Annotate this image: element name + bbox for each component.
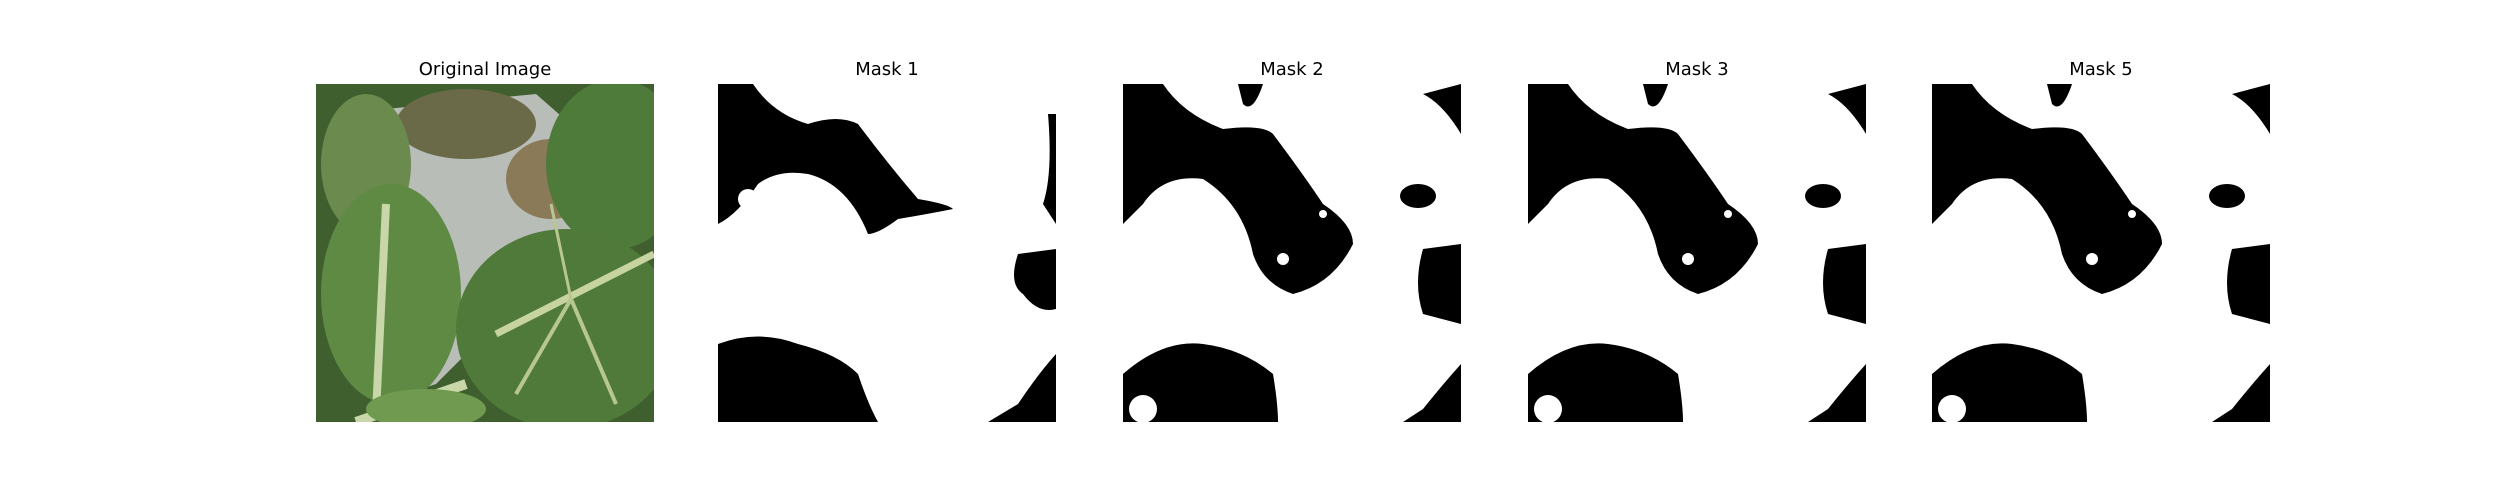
mask-2 (1123, 84, 1461, 422)
mask-5-image (1932, 84, 2270, 422)
mask-5 (1932, 84, 2270, 422)
mask-3 (1528, 84, 1866, 422)
original-image (316, 84, 654, 422)
panel-title-original: Original Image (418, 59, 552, 80)
original-image-photo (316, 84, 654, 422)
panel-title-mask-2: Mask 2 (1260, 59, 1324, 80)
mask-1 (718, 84, 1056, 422)
mask-1-image (718, 84, 1056, 422)
panel-title-mask-3: Mask 3 (1665, 59, 1729, 80)
panel-title-mask-5: Mask 5 (2069, 59, 2133, 80)
mask-3-image (1528, 84, 1866, 422)
mask-2-image (1123, 84, 1461, 422)
panel-title-mask-1: Mask 1 (855, 59, 919, 80)
